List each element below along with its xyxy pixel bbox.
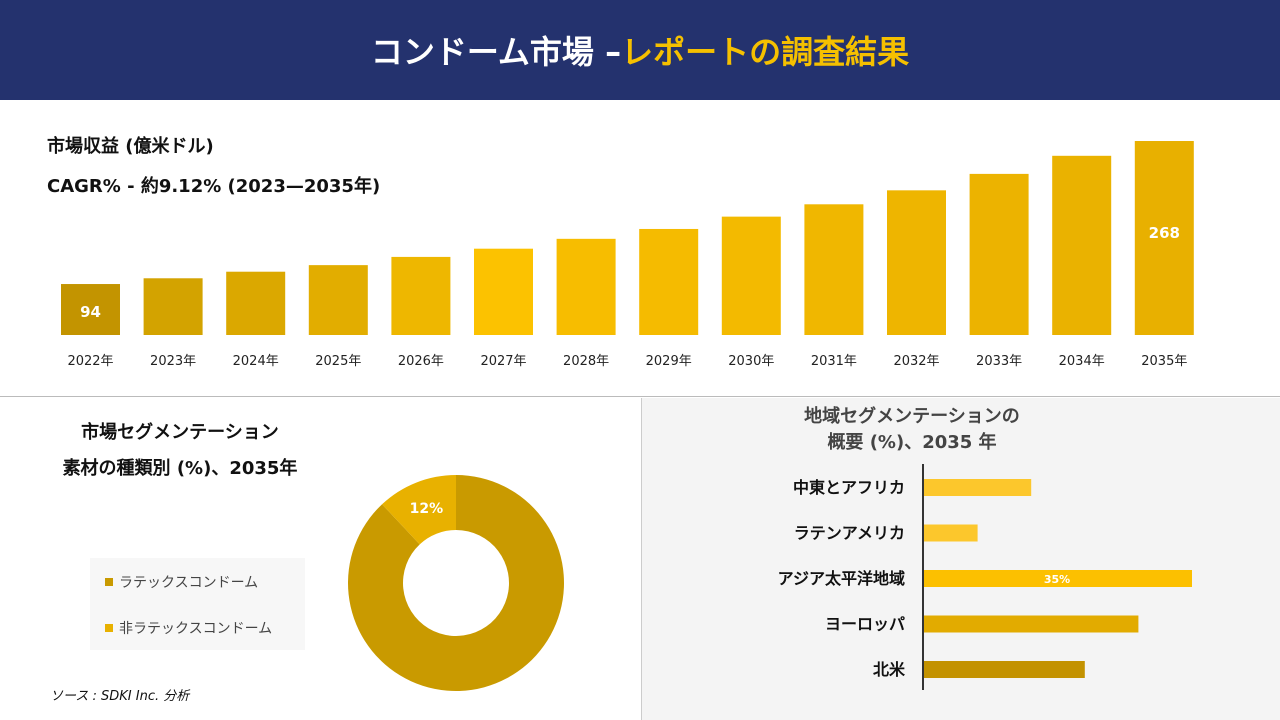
data-label: 35% (1044, 573, 1070, 586)
legend-label: 非ラテックスコンドーム (119, 621, 273, 637)
x-tick-label: 2033年 (976, 354, 1022, 369)
revenue-bar (1052, 155, 1112, 335)
x-tick-label: 2030年 (728, 354, 774, 369)
revenue-bar (391, 256, 451, 335)
data-label: 12% (410, 501, 444, 517)
revenue-bar (969, 173, 1029, 335)
title-yellow: レポートの調査結果 (621, 33, 910, 71)
x-tick-label: 2022年 (67, 354, 113, 369)
revenue-bar (1134, 141, 1194, 335)
region-panel: 地域セグメンテーションの 概要 (%)、2035 年 中東とアフリカ ラテンアメリ… (641, 398, 1280, 720)
x-tick-label: 2031年 (811, 354, 857, 369)
material-donut: 12% (348, 475, 564, 691)
data-label: 268 (1149, 224, 1180, 242)
y-tick-label: アジア太平洋地域 (778, 569, 905, 588)
x-tick-label: 2023年 (150, 354, 196, 369)
y-tick-label: ヨーロッパ (825, 615, 905, 634)
data-label: 94 (80, 303, 101, 321)
header: コンドーム市場 – レポートの調査結果 (0, 0, 1280, 100)
y-tick-label: 北米 (873, 660, 906, 679)
revenue-bar (226, 271, 286, 335)
title-white: コンドーム市場 – (370, 33, 622, 71)
source-note: ソース : SDKI Inc. 分析 (50, 689, 190, 704)
revenue-title: 市場収益 (億米ドル) (47, 136, 214, 157)
legend: ラテックスコンドーム 非ラテックスコンドーム (90, 558, 305, 650)
revenue-bar (556, 238, 616, 335)
revenue-bar (639, 228, 699, 335)
y-tick-label: 中東とアフリカ (793, 478, 905, 497)
revenue-bar (887, 190, 946, 335)
revenue-bar (61, 284, 120, 335)
region-bar (924, 479, 1032, 496)
legend-label: ラテックスコンドーム (119, 575, 259, 591)
y-tick-label: ラテンアメリカ (794, 524, 905, 543)
revenue-bar (804, 204, 864, 335)
region-bar (924, 524, 978, 542)
revenue-bar (721, 216, 781, 335)
revenue-bar (474, 248, 533, 335)
region-title: 地域セグメンテーションの (804, 406, 1020, 427)
revenue-chart: 2022年 94 2023年 2024年 2025年 2026年 2027年 2028年 202… (61, 141, 1194, 369)
revenue-bar (143, 278, 203, 335)
material-subtitle: 素材の種類別 (%)、2035年 (62, 458, 298, 479)
x-tick-label: 2035年 (1141, 354, 1187, 369)
x-tick-label: 2026年 (398, 354, 444, 369)
region-bar (924, 661, 1085, 678)
material-panel: 市場セグメンテーション 素材の種類別 (%)、2035年 ラテックスコンドーム … (0, 398, 640, 720)
legend-swatch (105, 624, 113, 632)
x-tick-label: 2032年 (893, 354, 939, 369)
legend-item: ラテックスコンドーム (105, 572, 258, 592)
region-subtitle: 概要 (%)、2035 年 (827, 432, 997, 453)
x-tick-label: 2028年 (563, 354, 609, 369)
x-tick-label: 2027年 (480, 354, 526, 369)
x-tick-label: 2025年 (315, 354, 361, 369)
region-bar (924, 615, 1139, 633)
x-tick-label: 2024年 (233, 354, 279, 369)
legend-item: 非ラテックスコンドーム (105, 618, 272, 638)
x-tick-label: 2029年 (646, 354, 692, 369)
donut-slice (348, 475, 564, 691)
region-bar (924, 570, 1192, 587)
material-title: 市場セグメンテーション (81, 422, 279, 443)
x-tick-label: 2034年 (1059, 354, 1105, 369)
legend-swatch (105, 578, 113, 586)
revenue-panel: 市場収益 (億米ドル) CAGR% - 約9.12% (2023—2035年) … (0, 100, 1280, 397)
revenue-bar (308, 265, 368, 335)
donut-slice (382, 475, 456, 545)
cagr-text: CAGR% - 約9.12% (2023—2035年) (47, 176, 381, 197)
